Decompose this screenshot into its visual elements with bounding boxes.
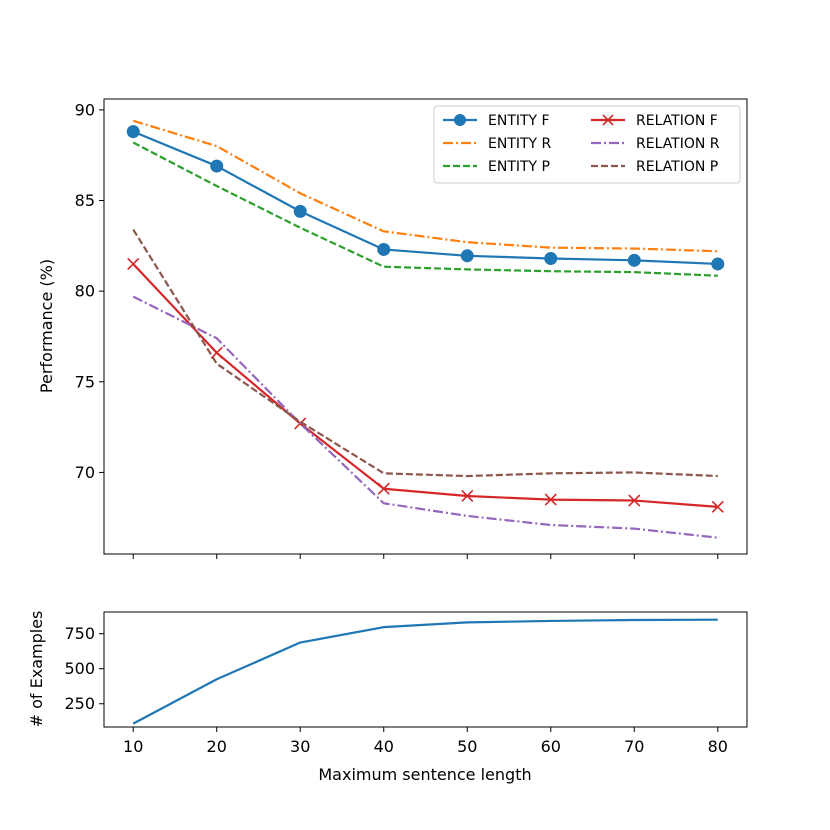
data-point-stroke (377, 482, 390, 495)
examples-panel: 250 500 750 10 20 30 40 50 60 70 80 # of Examples… (27, 611, 748, 784)
examples-x-tick-label: 50 (457, 737, 477, 756)
series-line-relation-f (132, 263, 718, 508)
data-point-relation-f (711, 500, 724, 513)
legend: ENTITY F ENTITY R ENTITY P RELATION F RELATI… (433, 105, 741, 184)
examples-x-tick-label: 80 (708, 737, 728, 756)
examples-x-tick-label: 10 (123, 737, 143, 756)
examples-y-tick-label: 500 (64, 659, 95, 678)
series-line-relation-p (132, 228, 718, 478)
data-point-relation-f (461, 489, 474, 503)
data-point-entity-f (460, 249, 474, 263)
legend-entry-relation-p: RELATION P (591, 159, 718, 175)
series-line-relation-r (132, 295, 718, 539)
legend-entry-entity-r: ENTITY R (443, 136, 552, 152)
data-point-entity-f (711, 257, 725, 271)
examples-x-tick-label: 70 (624, 737, 644, 756)
examples-y-tick-label: 750 (64, 624, 95, 643)
examples-x-tick-label: 30 (290, 737, 310, 756)
series-entity-p (132, 141, 718, 277)
performance-series-group (126, 119, 725, 539)
performance-y-axis-label: Performance (%) (37, 259, 56, 393)
data-point-entity-f (210, 159, 224, 173)
legend-marker (454, 114, 466, 126)
data-point-entity-f (627, 253, 641, 267)
data-point-stroke (461, 489, 474, 503)
performance-y-tick-label: 70 (75, 463, 95, 482)
performance-x-ticks (132, 554, 719, 559)
legend-entry-relation-r: RELATION R (591, 136, 720, 152)
legend-frame (433, 105, 741, 184)
performance-y-tick-label: 90 (75, 100, 95, 119)
examples-axes-frame (103, 611, 748, 728)
data-point-entity-f (126, 125, 140, 139)
performance-y-tick-label: 85 (75, 191, 95, 210)
legend-label: ENTITY F (488, 113, 550, 129)
data-point-stroke (628, 494, 641, 507)
series-line-entity-f (132, 130, 718, 266)
data-point-stroke (210, 346, 223, 359)
data-point-entity-f (377, 242, 391, 256)
legend-label: ENTITY P (488, 159, 550, 175)
legend-marker (602, 114, 614, 126)
data-point-entity-f (544, 252, 558, 266)
data-point-stroke (711, 500, 724, 513)
series-relation-p (132, 228, 718, 478)
x-axis-label: Maximum sentence length (318, 765, 531, 784)
examples-plot-area (104, 612, 747, 727)
examples-x-ticks: 10 20 30 40 50 60 70 80 (123, 727, 728, 756)
series-relation-r (132, 295, 718, 539)
legend-entry-relation-f: RELATION F (591, 113, 718, 129)
data-point-stroke (127, 257, 140, 271)
data-point-relation-f (544, 493, 557, 506)
data-point-relation-f (127, 257, 140, 271)
legend-label: RELATION P (636, 159, 718, 175)
data-point-relation-f (628, 494, 641, 507)
data-point-relation-f (210, 346, 223, 359)
performance-y-tick-label: 75 (75, 372, 95, 391)
data-point-relation-f (377, 482, 390, 495)
legend-label: ENTITY R (488, 136, 552, 152)
examples-x-tick-label: 20 (207, 737, 227, 756)
performance-axes-frame (103, 98, 748, 555)
examples-y-tick-label: 250 (64, 694, 95, 713)
series-line-entity-p (132, 141, 718, 277)
examples-series-group (132, 618, 718, 725)
data-point-entity-f (293, 204, 307, 218)
performance-y-ticks: 70 75 80 85 90 (75, 100, 104, 482)
performance-y-tick-label: 80 (75, 282, 95, 301)
series-entity-f (126, 125, 725, 271)
legend-entry-entity-p: ENTITY P (443, 159, 550, 175)
series-entity-r (132, 119, 718, 253)
series-line-of-examples (132, 618, 718, 725)
series-line-entity-r (132, 119, 718, 253)
legend-label: RELATION F (636, 113, 718, 129)
examples-y-ticks: 250 500 750 (64, 624, 104, 713)
series-of-examples (132, 618, 718, 725)
legend-label: RELATION R (636, 136, 720, 152)
data-point-stroke (544, 493, 557, 506)
examples-x-tick-label: 60 (541, 737, 561, 756)
legend-entry-entity-f: ENTITY F (443, 113, 550, 129)
examples-y-axis-label: # of Examples (27, 611, 46, 728)
examples-x-tick-label: 40 (374, 737, 394, 756)
